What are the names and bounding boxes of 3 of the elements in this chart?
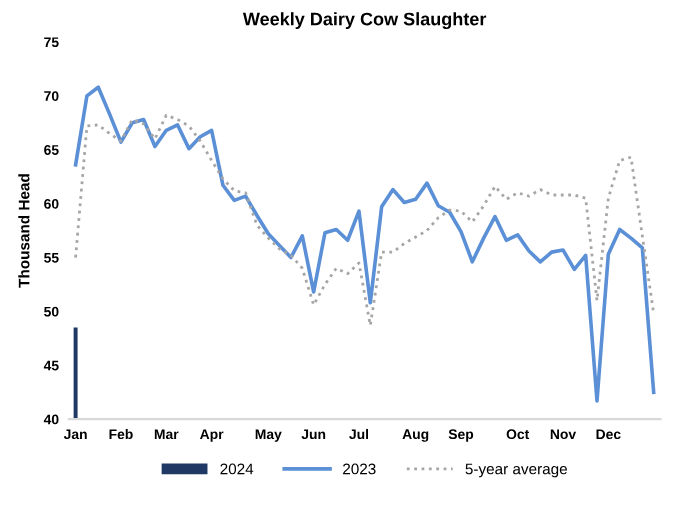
chart-title: Weekly Dairy Cow Slaughter	[242, 12, 487, 30]
line-series	[73, 85, 656, 403]
line-series	[74, 113, 656, 327]
